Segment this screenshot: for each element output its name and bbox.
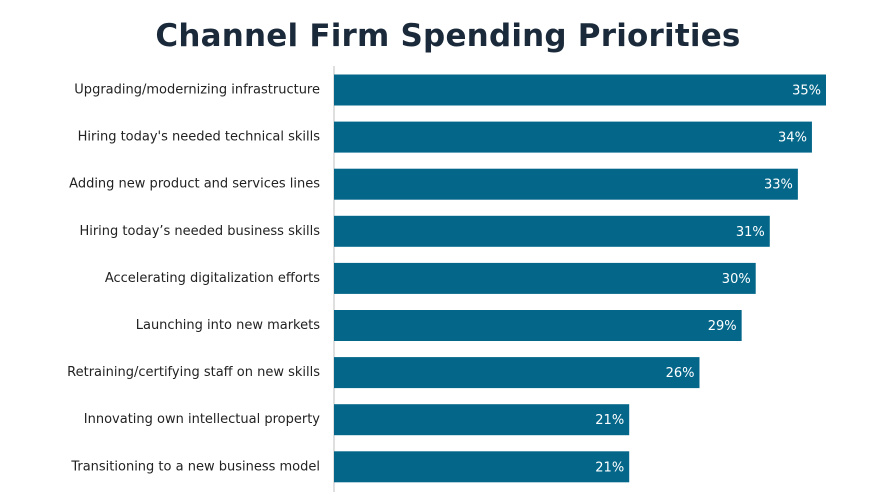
category-label: Hiring today’s needed business skills: [79, 224, 320, 239]
bar-value-label: 34%: [778, 131, 807, 146]
category-label: Accelerating digitalization efforts: [105, 271, 320, 286]
category-label: Adding new product and services lines: [69, 177, 320, 192]
bar: [334, 262, 756, 294]
bar: [334, 451, 630, 483]
bar-value-label: 31%: [736, 225, 765, 240]
category-label: Innovating own intellectual property: [84, 412, 321, 427]
bars-group: Upgrading/modernizing infrastructure 35% H…: [67, 74, 826, 483]
bar-value-label: 35%: [792, 84, 821, 99]
bar: [334, 168, 798, 200]
bar: [334, 74, 826, 106]
bar-value-label: 30%: [722, 272, 751, 287]
bar-value-label: 21%: [595, 460, 624, 475]
category-label: Launching into new markets: [136, 318, 320, 333]
bar: [334, 310, 742, 341]
category-label: Retraining/certifying staff on new skill…: [67, 365, 320, 380]
category-label: Upgrading/modernizing infrastructure: [74, 83, 320, 98]
bar: [334, 121, 812, 153]
bar-value-label: 21%: [595, 413, 624, 428]
chart-title: Channel Firm Spending Priorities: [155, 18, 741, 54]
bar: [334, 215, 770, 247]
bar: [334, 357, 700, 389]
bar-value-label: 33%: [764, 178, 793, 193]
bar: [334, 404, 630, 436]
category-label: Transitioning to a new business model: [70, 459, 320, 474]
category-label: Hiring today's needed technical skills: [78, 130, 321, 145]
bar-value-label: 26%: [666, 366, 695, 381]
bar-value-label: 29%: [708, 319, 737, 334]
